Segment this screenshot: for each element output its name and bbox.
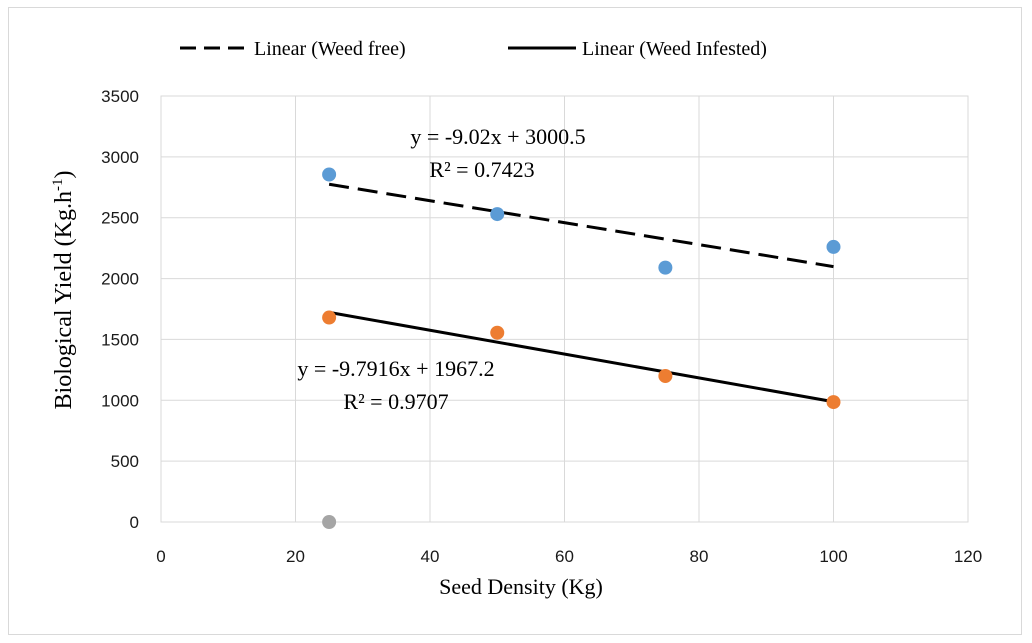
- x-tick-label: 40: [421, 547, 440, 566]
- x-tick-label: 120: [954, 547, 982, 566]
- data-point-weed-infested: [322, 310, 337, 325]
- plot-border: [160, 95, 969, 523]
- chart-frame: [8, 7, 1022, 635]
- data-point-weed-infested: [658, 368, 673, 383]
- x-tick-label: 100: [819, 547, 847, 566]
- trendline-weed-free: [328, 182, 834, 269]
- y-axis-title: Biological Yield (Kg.h-1): [50, 171, 77, 410]
- data-points: [322, 167, 841, 529]
- r2-weed-infested: R² = 0.9707: [343, 389, 448, 414]
- y-tick-label: 0: [130, 513, 139, 532]
- y-tick-label: 3000: [101, 148, 139, 167]
- r2-weed-free: R² = 0.7423: [429, 157, 534, 182]
- x-tick-label: 60: [555, 547, 574, 566]
- y-tick-label: 2000: [101, 270, 139, 289]
- trendline-weed-infested: [328, 310, 834, 404]
- data-point-extra: [322, 515, 337, 529]
- equation-weed-infested: y = -9.7916x + 1967.2: [297, 356, 494, 381]
- data-point-weed-infested: [490, 325, 505, 340]
- x-tick-label: 0: [156, 547, 165, 566]
- x-tick-label: 80: [690, 547, 709, 566]
- y-tick-label: 1000: [101, 391, 139, 410]
- data-point-weed-infested: [826, 395, 841, 410]
- data-point-weed-free: [658, 260, 673, 275]
- legend-label-weed-infested: Linear (Weed Infested): [582, 38, 767, 60]
- x-axis-title: Seed Density (Kg): [439, 574, 603, 599]
- y-tick-label: 1500: [101, 330, 139, 349]
- x-tick-label: 20: [286, 547, 305, 566]
- data-point-weed-free: [826, 239, 841, 254]
- y-axis-title-main: Biological Yield (Kg.h: [51, 191, 77, 409]
- equation-weed-free: y = -9.02x + 3000.5: [410, 124, 585, 149]
- legend: Linear (Weed free) Linear (Weed Infested…: [180, 38, 767, 60]
- y-tick-label: 2500: [101, 209, 139, 228]
- y-tick-labels: 0 500 1000 1500 2000 2500 3000 3500: [101, 87, 139, 532]
- y-axis-title-end: ): [51, 171, 77, 179]
- y-tick-label: 500: [111, 452, 139, 471]
- x-tick-labels: 0 20 40 60 80 100 120: [156, 547, 982, 566]
- y-tick-label: 3500: [101, 87, 139, 106]
- legend-label-weed-free: Linear (Weed free): [254, 38, 406, 60]
- y-axis-title-sup: -1: [50, 179, 66, 192]
- gridlines: [161, 96, 968, 522]
- trendlines: [328, 182, 834, 404]
- data-point-weed-free: [490, 207, 505, 222]
- data-point-weed-free: [322, 167, 337, 182]
